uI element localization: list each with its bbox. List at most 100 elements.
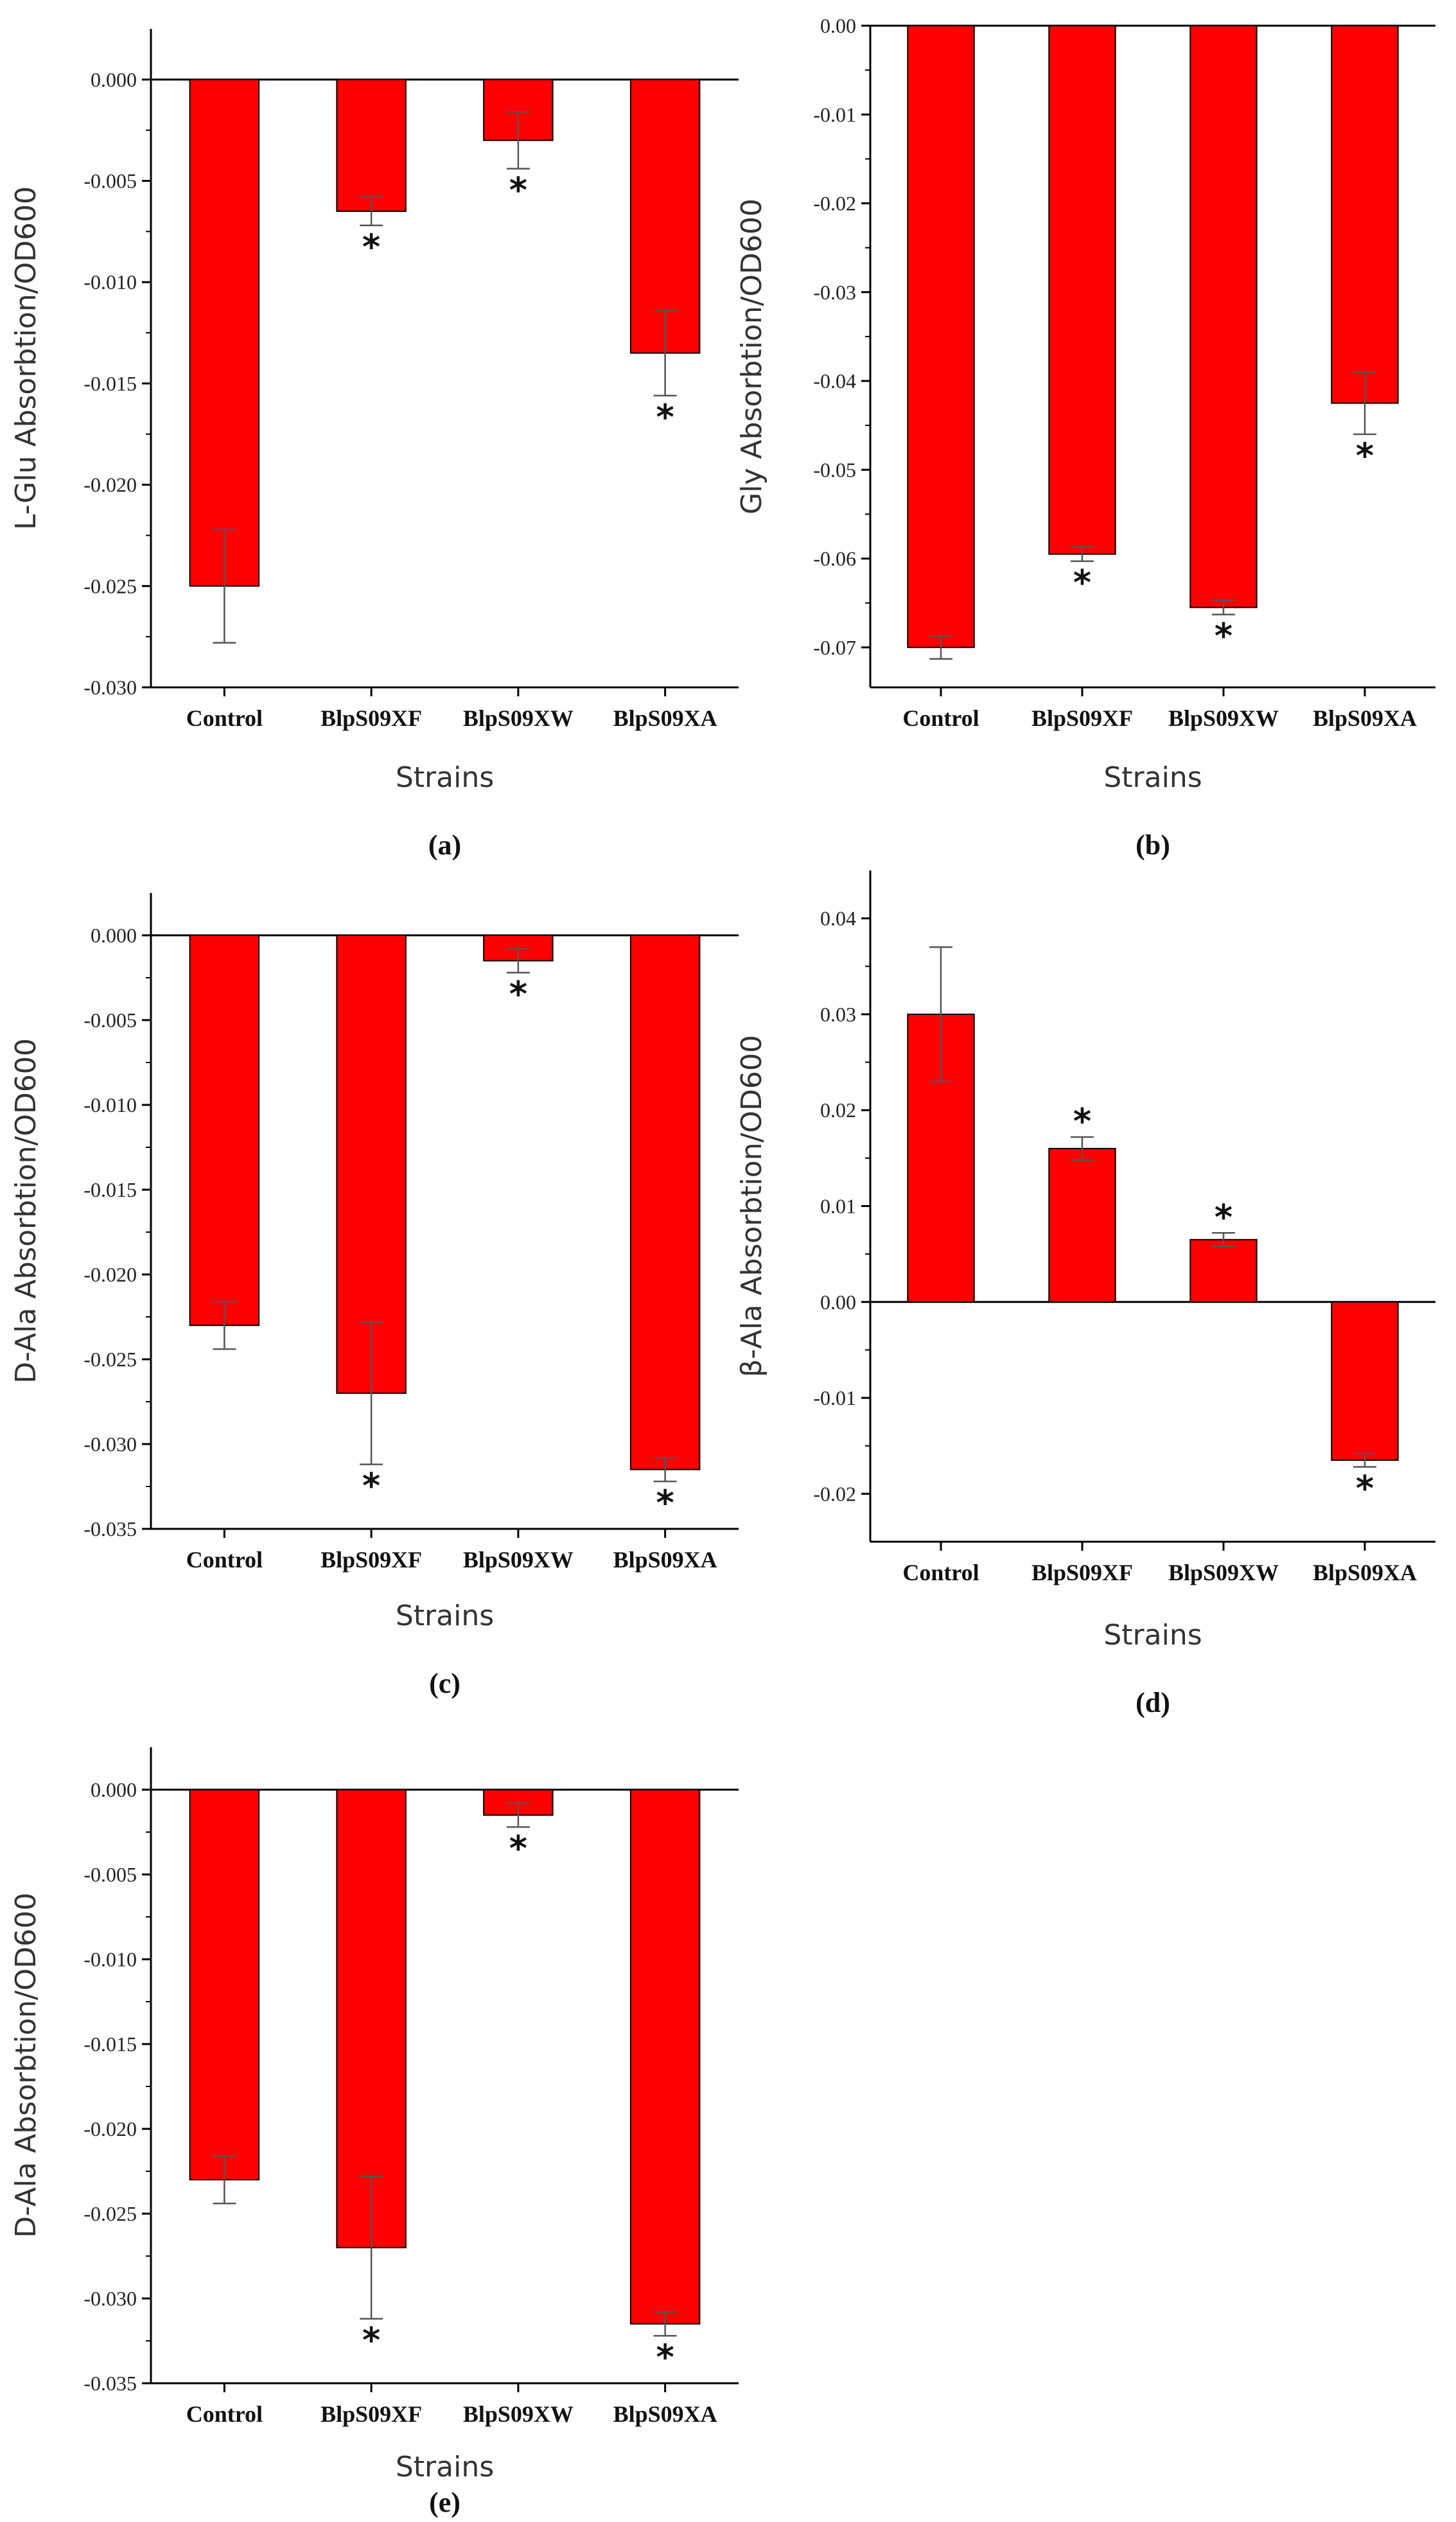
y-axis-title: L-Glu Absorbtion/OD600 [10, 186, 42, 530]
y-tick-label: -0.005 [83, 170, 137, 193]
y-tick-label: -0.020 [83, 1263, 137, 1286]
y-tick-label: -0.010 [83, 1093, 137, 1116]
x-tick-label-Control: Control [186, 705, 263, 731]
significance-star: * [1215, 1197, 1232, 1237]
y-tick-label: -0.02 [813, 1482, 856, 1505]
chart-panel-a: 0.000 -0.005 -0.010 -0.015 -0.020 -0.025 -0.03… [10, 29, 739, 861]
x-tick-label-BlpS09XF: BlpS09XF [1031, 705, 1133, 731]
bar-BlpS09XF [336, 1789, 407, 2248]
y-tick-label: -0.025 [83, 574, 137, 597]
bar-Control [189, 935, 260, 1327]
chart-panel-d: 0.04 0.03 0.02 0.01 0.00 -0.01 -0.02 Control * Bl… [735, 870, 1435, 1718]
y-tick-label: 0.00 [820, 1291, 856, 1314]
y-tick-label: -0.035 [83, 2372, 137, 2395]
x-tick-label-BlpS09XA: BlpS09XA [613, 2401, 717, 2427]
bar-BlpS09XA [1331, 1301, 1399, 1461]
x-tick-label-BlpS09XW: BlpS09XW [463, 2401, 574, 2427]
bar-BlpS09XW [1189, 1239, 1258, 1303]
y-tick-label: -0.020 [83, 2117, 137, 2140]
y-tick-label: -0.02 [813, 192, 856, 215]
y-tick-label: -0.025 [83, 1348, 137, 1371]
significance-star: * [509, 170, 527, 211]
panel-label: (c) [429, 1668, 460, 1699]
y-tick-label: 0.01 [820, 1195, 856, 1218]
bar-BlpS09XF [1048, 1147, 1116, 1303]
y-tick-label: -0.07 [813, 636, 856, 659]
y-tick-label: 0.000 [91, 1778, 137, 1801]
y-tick-label: -0.01 [813, 1386, 856, 1409]
y-tick-label: 0.03 [820, 1003, 856, 1026]
y-tick-label: 0.04 [820, 907, 856, 930]
y-tick-label: -0.030 [83, 676, 137, 699]
significance-star: * [1356, 1468, 1374, 1509]
bar-BlpS09XW [1189, 25, 1258, 608]
chart-panel-b: 0.00 -0.01 -0.02 -0.03 -0.04 -0.05 -0.06 -0.07 C… [735, 14, 1435, 861]
bar-BlpS09XA [1331, 25, 1399, 404]
y-tick-label: -0.005 [83, 1009, 137, 1032]
y-tick-label: -0.06 [813, 547, 856, 570]
significance-star: * [362, 1466, 380, 1506]
x-tick-label-BlpS09XW: BlpS09XW [1168, 1560, 1279, 1585]
y-axis-title: β-Ala Absorbtion/OD600 [735, 1035, 768, 1377]
x-tick-label-BlpS09XF: BlpS09XF [320, 2401, 422, 2427]
panel-label: (a) [428, 829, 461, 861]
y-tick-label: -0.020 [83, 473, 137, 497]
bar-BlpS09XF [336, 935, 407, 1394]
y-tick-label: -0.015 [83, 2033, 137, 2056]
x-tick-label-BlpS09XF: BlpS09XF [320, 1547, 422, 1573]
panel-label: (e) [429, 2487, 460, 2518]
x-tick-label-BlpS09XW: BlpS09XW [1168, 705, 1279, 731]
x-tick-label-BlpS09XA: BlpS09XA [1313, 1560, 1417, 1585]
x-tick-label-Control: Control [902, 1560, 979, 1585]
y-tick-label: -0.025 [83, 2202, 137, 2225]
x-axis-title: Strains [396, 1600, 494, 1632]
x-tick-label-Control: Control [186, 1547, 263, 1573]
y-axis-title: Gly Absorbtion/OD600 [735, 198, 768, 515]
x-tick-label-BlpS09XA: BlpS09XA [613, 1547, 717, 1573]
x-tick-label-BlpS09XA: BlpS09XA [1313, 705, 1417, 731]
significance-star: * [1356, 436, 1374, 476]
bar-Control [189, 78, 260, 587]
y-tick-label: -0.015 [83, 372, 137, 395]
y-tick-label: -0.015 [83, 1178, 137, 1201]
bar-BlpS09XF [1048, 25, 1116, 555]
y-tick-label: 0.000 [91, 68, 137, 91]
y-tick-label: -0.010 [83, 1948, 137, 1971]
chart-panel-c: 0.000 -0.005 -0.010 -0.015 -0.020 -0.025 -0.03… [10, 893, 739, 1699]
x-tick-label-BlpS09XW: BlpS09XW [463, 1547, 574, 1573]
y-tick-label: -0.03 [813, 281, 856, 304]
y-tick-label: -0.05 [813, 458, 856, 481]
y-tick-label: -0.04 [813, 369, 856, 392]
y-tick-label: -0.005 [83, 1863, 137, 1886]
panel-label: (d) [1136, 1687, 1170, 1718]
x-axis-title: Strains [1103, 1619, 1202, 1652]
y-tick-label: 0.02 [820, 1098, 856, 1122]
significance-star: * [1073, 1101, 1091, 1142]
significance-star: * [1073, 563, 1091, 603]
x-axis-title: Strains [1103, 761, 1202, 794]
y-tick-label: -0.01 [813, 103, 856, 126]
significance-star: * [656, 1483, 674, 1523]
significance-star: * [1215, 616, 1232, 657]
significance-star: * [509, 1828, 527, 1869]
bar-BlpS09XA [629, 1789, 701, 2325]
x-tick-label-Control: Control [186, 2401, 263, 2427]
x-tick-label-BlpS09XF: BlpS09XF [1031, 1560, 1133, 1585]
y-tick-label: -0.030 [83, 1433, 137, 1456]
y-axis-title: D-Ala Absorbtion/OD600 [10, 1038, 42, 1384]
y-tick-label: -0.010 [83, 270, 137, 294]
bar-BlpS09XA [629, 935, 701, 1470]
significance-star: * [656, 2337, 674, 2377]
bar-BlpS09XF [336, 78, 407, 212]
x-axis-title: Strains [396, 2451, 494, 2483]
chart-panel-e: 0.000 -0.005 -0.010 -0.015 -0.020 -0.025 -0.03… [10, 1747, 739, 2518]
y-tick-label: -0.030 [83, 2287, 137, 2310]
x-tick-label-BlpS09XW: BlpS09XW [463, 705, 574, 731]
y-tick-label: 0.000 [91, 924, 137, 947]
significance-star: * [656, 397, 674, 437]
panel-label: (b) [1136, 829, 1170, 861]
y-axis-title: D-Ala Absorbtion/OD600 [10, 1892, 42, 2238]
bar-Control [189, 1789, 260, 2181]
significance-star: * [362, 2320, 380, 2361]
